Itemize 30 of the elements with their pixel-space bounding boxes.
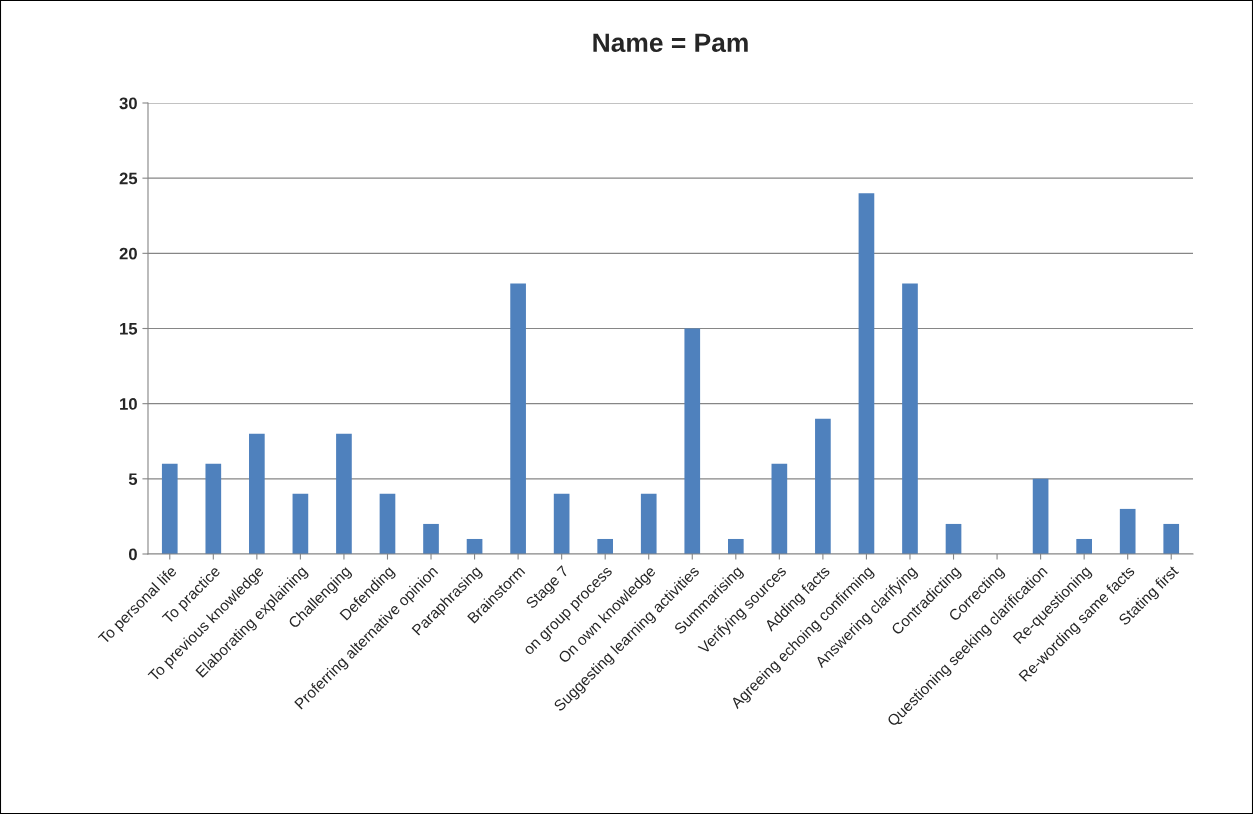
bar [553, 493, 570, 554]
bar [945, 523, 962, 554]
bar [205, 463, 222, 554]
bar [1163, 523, 1180, 554]
bar [249, 433, 265, 554]
bar [336, 433, 352, 554]
bar [423, 523, 439, 554]
y-tick-label: 20 [119, 247, 137, 260]
bar [815, 418, 831, 554]
y-tick-label: 10 [120, 398, 137, 410]
bar [640, 493, 657, 554]
bar [727, 538, 744, 554]
y-tick-label: 30 [119, 97, 137, 110]
chart-title: Name = Pam [593, 33, 748, 53]
y-tick-label: 15 [120, 323, 138, 335]
bar [379, 493, 396, 554]
bar [902, 283, 918, 554]
y-tick-label: 25 [119, 172, 138, 185]
bar [1076, 538, 1092, 554]
bar [510, 283, 526, 554]
bar [771, 463, 788, 554]
bar [1119, 508, 1136, 554]
bar [858, 193, 875, 554]
y-tick-label: 0 [128, 548, 137, 561]
y-tick-label: 5 [128, 473, 138, 486]
bar [292, 493, 309, 554]
bar [684, 328, 701, 554]
bar [597, 538, 614, 554]
bar [161, 463, 178, 554]
bar [1032, 478, 1049, 554]
